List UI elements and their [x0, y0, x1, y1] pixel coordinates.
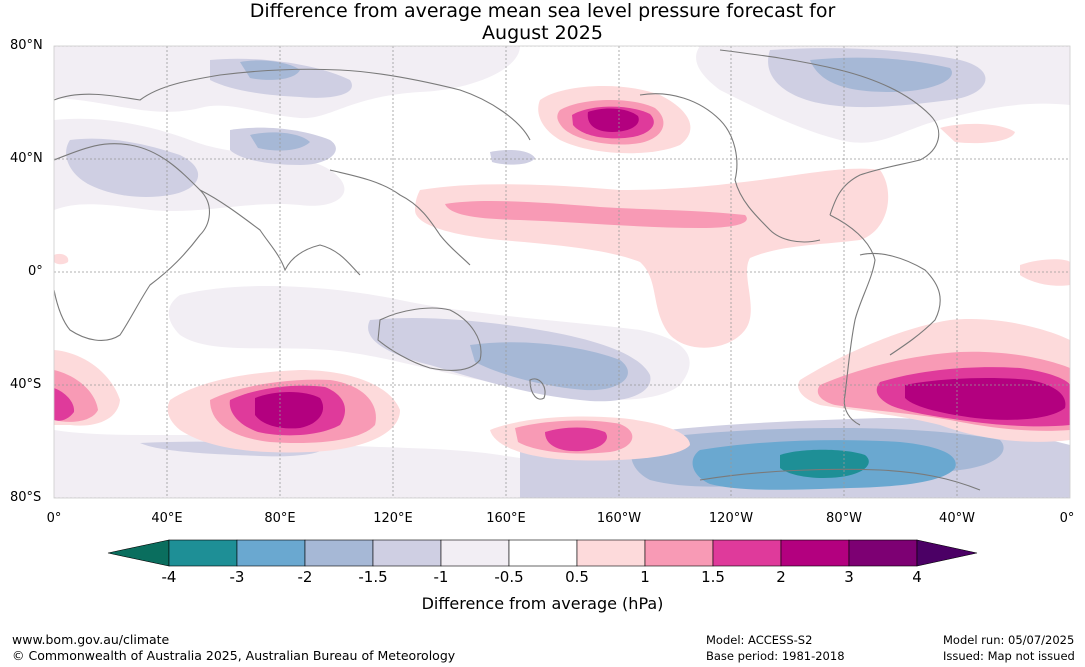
lon-label-0-east-edge: 0° — [1059, 511, 1075, 526]
colorbar-swatch — [576, 539, 646, 567]
colorbar-tick: -1 — [433, 568, 449, 586]
footer-base-period: Base period: 1981-2018 — [706, 649, 845, 663]
colorbar-swatch — [780, 539, 850, 567]
lat-label-80n: 80°N — [10, 38, 43, 53]
lon-label-160w: 160°W — [596, 511, 642, 526]
lon-label-40w: 40°W — [939, 511, 975, 526]
colorbar-tick: 3 — [844, 568, 854, 586]
colorbar-swatch — [372, 539, 442, 567]
colorbar-tick: -0.5 — [494, 568, 524, 586]
anomaly-neg-3-regions — [780, 449, 869, 478]
footer-model: Model: ACCESS-S2 — [706, 633, 813, 647]
colorbar-tick: -1.5 — [358, 568, 388, 586]
colorbar-label: Difference from average (hPa) — [421, 594, 664, 613]
colorbar-tick: 4 — [912, 568, 922, 586]
colorbar-tick: 1.5 — [701, 568, 725, 586]
lon-label-80w: 80°W — [826, 511, 862, 526]
map-panel — [54, 46, 1070, 498]
footer-copyright: © Commonwealth of Australia 2025, Austra… — [12, 648, 456, 663]
colorbar-extend-low — [107, 539, 170, 567]
colorbar-swatch — [712, 539, 782, 567]
colorbar-swatch — [508, 539, 578, 567]
colorbar-swatch — [848, 539, 918, 567]
colorbar-tick: -4 — [161, 568, 177, 586]
colorbar-tick: 1 — [640, 568, 650, 586]
lon-label-160e: 160°E — [486, 511, 526, 526]
colorbar-tick: 0.5 — [565, 568, 589, 586]
colorbar-swatch — [440, 539, 510, 567]
colorbar-tick: 2 — [776, 568, 786, 586]
footer-issued: Issued: Map not issued — [943, 649, 1075, 663]
colorbar — [107, 539, 978, 567]
colorbar-swatch — [304, 539, 374, 567]
colorbar-extend-high — [916, 539, 978, 567]
coastlines — [54, 49, 981, 491]
graticule — [54, 46, 1070, 498]
lat-label-80s: 80°S — [10, 490, 42, 505]
map-title-line2: August 2025 — [482, 22, 603, 44]
colorbar-swatch — [236, 539, 306, 567]
map-frame — [53, 45, 1071, 499]
lat-label-0: 0° — [28, 264, 43, 279]
anomaly-pos-2-regions — [255, 108, 1066, 429]
lon-label-120w: 120°W — [708, 511, 754, 526]
footer-model-run: Model run: 05/07/2025 — [943, 633, 1075, 647]
map-title-line1: Difference from average mean sea level p… — [249, 0, 836, 22]
colorbar-swatch — [168, 539, 238, 567]
lon-label-40e: 40°E — [151, 511, 183, 526]
lon-label-0-west-edge: 0° — [46, 511, 62, 526]
colorbar-swatch — [644, 539, 714, 567]
lat-label-40s: 40°S — [10, 377, 42, 392]
footer-website: www.bom.gov.au/climate — [12, 632, 170, 647]
lon-label-120e: 120°E — [373, 511, 413, 526]
lon-label-80e: 80°E — [264, 511, 296, 526]
colorbar-tick: -3 — [229, 568, 245, 586]
lat-label-40n: 40°N — [10, 151, 43, 166]
colorbar-tick: -2 — [297, 568, 313, 586]
